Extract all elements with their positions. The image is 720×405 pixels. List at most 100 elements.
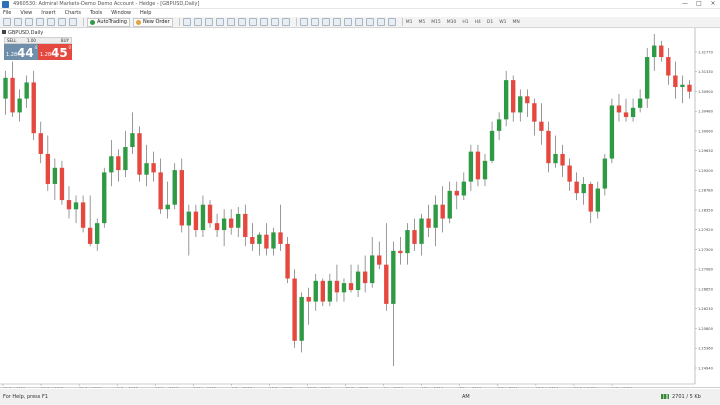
indicators-icon[interactable] <box>270 18 279 26</box>
tile-windows-icon[interactable] <box>237 18 246 26</box>
timeframe-m1[interactable]: M1 <box>405 19 413 25</box>
price-tick-label: 1.30480 <box>698 110 714 114</box>
bearish-candle-body <box>532 103 537 122</box>
menu-file[interactable]: File <box>3 10 12 16</box>
bullish-candle-body <box>172 170 177 205</box>
zoom-out-icon[interactable] <box>226 18 235 26</box>
terminal-icon[interactable] <box>58 18 66 26</box>
candle-82 <box>581 177 586 205</box>
chart-type-icon <box>2 30 6 34</box>
navigator-icon[interactable] <box>47 18 55 26</box>
close-button[interactable]: × <box>710 0 716 7</box>
line-chart-icon[interactable] <box>204 18 213 26</box>
new-order-button[interactable]: New Order <box>132 17 173 27</box>
price-tick-label: 1.27920 <box>698 228 714 232</box>
vertical-line-icon[interactable] <box>321 18 330 26</box>
candle-77 <box>546 121 551 173</box>
label-icon[interactable] <box>376 18 385 26</box>
price-tick-label: 1.29200 <box>698 169 714 173</box>
sell-price-prefix: 1.28 <box>6 52 18 58</box>
bar-chart-icon[interactable] <box>182 18 191 26</box>
bearish-candle-body <box>659 45 664 58</box>
bearish-candle-body <box>539 121 544 131</box>
maximize-button[interactable]: □ <box>696 0 702 7</box>
bullish-candle-body <box>489 130 495 161</box>
timeframe-h1[interactable]: H1 <box>462 19 469 25</box>
bullish-candle-body <box>123 147 128 171</box>
timeframe-m15[interactable]: M15 <box>431 19 441 25</box>
candle-13 <box>95 218 100 251</box>
buy-button[interactable]: 1.28 45 0 <box>38 44 72 60</box>
candle-68 <box>482 153 488 187</box>
fibonacci-icon[interactable] <box>354 18 363 26</box>
candle-70 <box>496 112 502 141</box>
price-tick-label: 1.27500 <box>698 248 714 252</box>
bullish-candle-body <box>52 167 58 184</box>
bearish-candle-body <box>66 200 72 210</box>
bearish-candle-body <box>214 223 220 231</box>
bearish-candle-body <box>377 255 382 265</box>
bullish-candle-body <box>95 223 100 244</box>
zoom-in-icon[interactable] <box>215 18 224 26</box>
profiles-icon[interactable] <box>14 18 22 26</box>
menu-help[interactable]: Help <box>140 10 152 16</box>
strategy-tester-icon[interactable] <box>69 18 77 26</box>
time-tick-label: 31 Dec 2018 <box>346 387 370 388</box>
candle-31 <box>221 209 227 247</box>
time-tick-label: 1 Mar 2019 <box>612 387 633 388</box>
window-controls: — □ × <box>678 0 720 8</box>
candlestick-icon[interactable] <box>193 18 202 26</box>
bearish-candle-body <box>228 218 234 228</box>
toolbar-separator <box>401 18 403 26</box>
crosshair-icon[interactable] <box>310 18 319 26</box>
candle-80 <box>567 158 572 191</box>
candle-9 <box>66 186 72 219</box>
timeframe-h4[interactable]: H4 <box>474 19 481 25</box>
chart-window[interactable]: 1.31770 1.31330 1.30900 1.30480 1.30060 1.296… <box>0 28 720 388</box>
toolbar-separator <box>178 18 180 26</box>
cursor-icon[interactable] <box>299 18 308 26</box>
autotrading-button[interactable]: AutoTrading <box>87 17 130 27</box>
candle-79 <box>560 144 565 178</box>
chart-shift-icon[interactable] <box>259 18 268 26</box>
timeframe-d1[interactable]: D1 <box>486 19 494 25</box>
arrows-icon[interactable] <box>387 18 396 26</box>
candle-97 <box>687 80 692 99</box>
templates-icon[interactable] <box>281 18 290 26</box>
bearish-candle-body <box>80 202 86 228</box>
timeframe-m5[interactable]: M5 <box>418 19 426 25</box>
minimize-button[interactable]: — <box>682 0 688 7</box>
menu-view[interactable]: View <box>20 10 33 16</box>
bullish-candle-body <box>341 283 347 293</box>
bullish-candle-body <box>186 211 192 226</box>
new-chart-icon[interactable] <box>3 18 11 26</box>
candle-6 <box>45 135 51 191</box>
market-watch-icon[interactable] <box>25 18 33 26</box>
data-window-icon[interactable] <box>36 18 44 26</box>
bearish-candle-body <box>285 243 290 279</box>
menu-insert[interactable]: Insert <box>41 10 56 16</box>
menu-window[interactable]: Window <box>111 10 131 16</box>
price-tick-label: 1.26230 <box>698 307 714 311</box>
horizontal-line-icon[interactable] <box>332 18 341 26</box>
candle-27 <box>193 204 199 237</box>
autoscroll-icon[interactable] <box>248 18 257 26</box>
bullish-candle-body <box>144 163 149 175</box>
time-axis-labels: 15 Oct 2018 23 Oct 2018 31 Oct 2018 8 Nov 2… <box>2 384 633 388</box>
timeframe-w1[interactable]: W1 <box>499 19 507 25</box>
bullish-candle-body <box>369 255 375 284</box>
sell-button[interactable]: 1.28 44 4 <box>4 44 38 60</box>
menu-tools[interactable]: Tools <box>89 10 103 16</box>
price-tick-label: 1.25800 <box>698 327 714 331</box>
bearish-candle-body <box>158 172 163 210</box>
timeframe-m30[interactable]: M30 <box>446 19 457 25</box>
bullish-candle-body <box>405 230 410 254</box>
menu-charts[interactable]: Charts <box>64 10 81 16</box>
text-icon[interactable] <box>365 18 374 26</box>
candle-26 <box>186 204 192 256</box>
bearish-candle-body <box>384 264 389 304</box>
trendline-icon[interactable] <box>343 18 352 26</box>
price-chart[interactable]: 1.31770 1.31330 1.30900 1.30480 1.30060 1.296… <box>0 28 720 388</box>
lot-size-input[interactable]: 1.00 <box>27 38 36 43</box>
timeframe-mn[interactable]: MN <box>512 19 520 25</box>
